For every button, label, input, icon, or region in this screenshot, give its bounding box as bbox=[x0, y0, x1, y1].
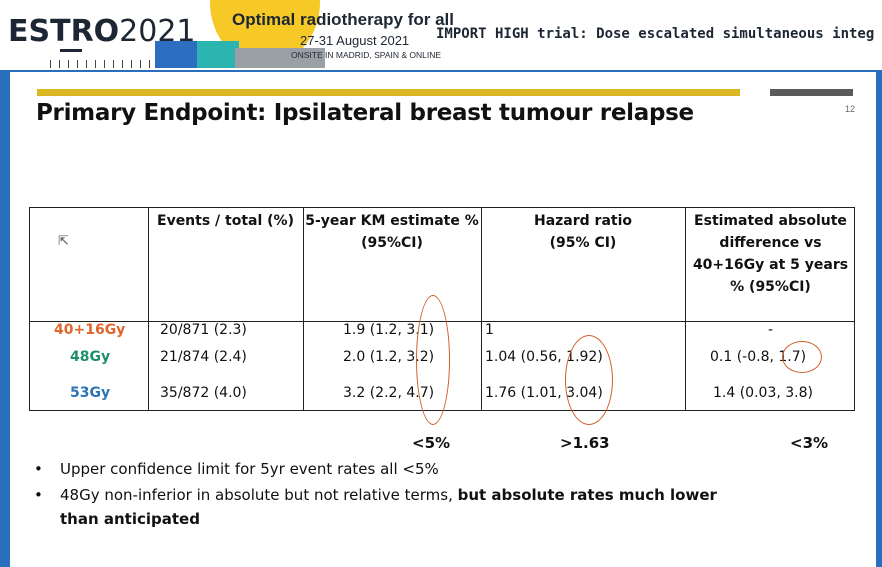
km-upper-limit-highlight bbox=[416, 295, 450, 425]
bullet-text-emphasis: but absolute rates much lower bbox=[457, 486, 717, 504]
row-km: 1.9 (1.2, 3.1) bbox=[343, 322, 435, 338]
bullet-dot-icon: • bbox=[34, 486, 43, 504]
row-events: 21/874 (2.4) bbox=[160, 349, 247, 365]
header-km-text: 5-year KM estimate % (95%CI) bbox=[305, 213, 479, 251]
row-km: 2.0 (1.2, 3.2) bbox=[343, 349, 435, 365]
header-hazard: Hazard ratio (95% CI) bbox=[481, 210, 685, 254]
conference-banner: ESTRO2021 Optimal radiotherapy for all 2… bbox=[0, 0, 882, 70]
bullet-item: • 48Gy non-inferior in absolute but not … bbox=[34, 483, 854, 533]
banner-decoration-teal bbox=[197, 41, 239, 68]
logo-ruler bbox=[50, 60, 150, 68]
header-absdiff: Estimated absolute difference vs 40+16Gy… bbox=[685, 210, 856, 298]
table-divider bbox=[481, 208, 482, 410]
row-hr: 1 bbox=[485, 322, 494, 338]
conference-title: Optimal radiotherapy for all bbox=[232, 10, 454, 29]
slide-title: Primary Endpoint: Ipsilateral breast tum… bbox=[36, 100, 694, 126]
header-absdiff-text: Estimated absolute difference vs 40+16Gy… bbox=[692, 213, 849, 295]
row-absdiff: 1.4 (0.03, 3.8) bbox=[713, 385, 813, 401]
bullet-text-plain: 48Gy non-inferior in absolute but not re… bbox=[60, 486, 458, 504]
bullet-dot-icon: • bbox=[34, 460, 43, 478]
bullet-text: 48Gy non-inferior in absolute but not re… bbox=[60, 483, 717, 507]
absdiff-upper-limit-highlight bbox=[782, 341, 822, 373]
title-accent-bar bbox=[37, 89, 740, 96]
header-km: 5-year KM estimate % (95%CI) bbox=[303, 210, 481, 254]
header-hazard-text: Hazard ratio (95% CI) bbox=[533, 213, 633, 251]
table-divider bbox=[303, 208, 304, 410]
abs-threshold: <3% bbox=[790, 434, 829, 452]
mouse-cursor-icon: ⇱ bbox=[58, 233, 69, 248]
banner-decoration-grey bbox=[235, 48, 325, 68]
row-km: 3.2 (2.2, 4.7) bbox=[343, 385, 435, 401]
table-divider bbox=[148, 208, 149, 410]
row-group-label: 48Gy bbox=[70, 349, 111, 365]
slide: 12 Primary Endpoint: Ipsilateral breast … bbox=[10, 72, 876, 567]
hr-threshold: >1.63 bbox=[560, 434, 610, 452]
row-group-label: 53Gy bbox=[70, 385, 111, 401]
table-divider bbox=[685, 208, 686, 410]
slide-progress-bar bbox=[770, 89, 853, 96]
bullet-item: • Upper confidence limit for 5yr event r… bbox=[34, 457, 854, 481]
row-group-label: 40+16Gy bbox=[54, 322, 126, 338]
bullet-text: Upper confidence limit for 5yr event rat… bbox=[60, 460, 439, 478]
km-threshold: <5% bbox=[412, 434, 451, 452]
logo-year: 2021 bbox=[119, 14, 196, 49]
estro-logo: ESTRO2021 bbox=[8, 14, 196, 49]
bullet-text-emphasis-cont: than anticipated bbox=[60, 510, 200, 528]
logo-word: ESTRO bbox=[8, 14, 120, 49]
row-events: 20/871 (2.3) bbox=[160, 322, 247, 338]
slide-number: 12 bbox=[845, 104, 856, 114]
hr-upper-limit-highlight bbox=[565, 335, 613, 425]
talk-title: IMPORT HIGH trial: Dose escalated simult… bbox=[436, 26, 875, 42]
header-events: Events / total (%) bbox=[157, 213, 294, 229]
row-events: 35/872 (4.0) bbox=[160, 385, 247, 401]
banner-decoration-blue bbox=[155, 41, 205, 68]
conference-venue: ONSITE IN MADRID, SPAIN & ONLINE bbox=[291, 50, 442, 60]
logo-underline bbox=[60, 49, 82, 52]
conference-dates: 27-31 August 2021 bbox=[300, 33, 410, 48]
results-table: ⇱ Events / total (%) 5-year KM estimate … bbox=[29, 207, 856, 425]
row-absdiff: - bbox=[768, 322, 774, 338]
